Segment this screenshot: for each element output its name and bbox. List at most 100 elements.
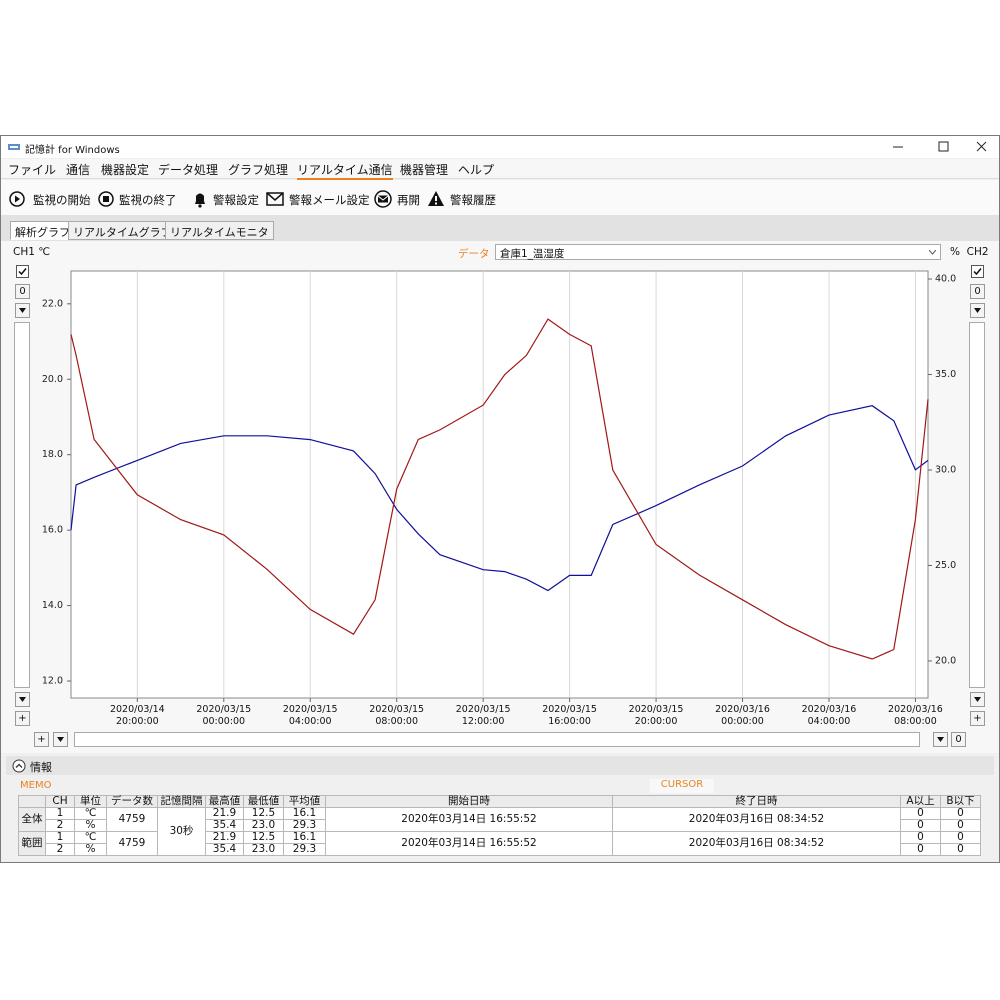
scroll-down-button[interactable] — [15, 692, 30, 707]
group-label: 範囲 — [18, 831, 46, 856]
y2-tick-label: 25.0 — [935, 560, 956, 571]
scroll-down-button[interactable] — [15, 303, 30, 318]
x-tick-label: 2020/03/15 20:00:00 — [628, 704, 684, 727]
horizontal-scrollbar[interactable] — [74, 732, 920, 747]
y-tick-label: 16.0 — [42, 525, 63, 536]
toolbar-button[interactable]: 再開 — [397, 193, 420, 207]
toolbar-icons — [9, 190, 444, 208]
cell: 0 — [900, 807, 941, 820]
data-select[interactable]: 倉庫1_温湿度 — [495, 244, 941, 260]
cell: 1 — [45, 807, 75, 820]
cell: 0 — [940, 807, 981, 820]
x-tick-label: 2020/03/16 08:00:00 — [888, 704, 943, 727]
cell: 23.0 — [243, 843, 284, 856]
ch2-checkbox[interactable] — [971, 265, 984, 278]
ch1-unit: ℃ — [38, 246, 51, 258]
ch2-name: CH2 — [966, 246, 989, 258]
tab[interactable]: リアルタイムグラフ — [68, 221, 177, 240]
menu-item-active[interactable]: リアルタイム通信 — [297, 161, 393, 180]
table-row: 2 % 35.4 23.0 29.3 0 0 — [19, 843, 981, 856]
header-cell: 単位 — [74, 795, 107, 808]
y-tick-label: 20.0 — [42, 374, 63, 385]
y2-tick-label: 20.0 — [935, 655, 956, 666]
header-cell: B以下 — [940, 795, 981, 808]
menu-item[interactable]: グラフ処理 — [228, 163, 289, 177]
title-bar — [1, 136, 999, 158]
data-select-value: 倉庫1_温湿度 — [500, 248, 565, 260]
corner-cell — [18, 795, 46, 808]
cell: 30秒 — [157, 807, 206, 856]
app-icon — [8, 144, 20, 150]
toolbar-button[interactable]: 監視の終了 — [119, 193, 177, 207]
ch2-unit: % — [950, 246, 960, 258]
cell: % — [74, 819, 107, 832]
down-arrow — [19, 308, 26, 313]
cell: 35.4 — [205, 819, 244, 832]
cell: ℃ — [74, 807, 107, 820]
vertical-scrollbar[interactable] — [969, 322, 985, 688]
header-cell: CH — [45, 795, 75, 808]
plus-button[interactable]: + — [15, 711, 30, 726]
scroll-down-button[interactable] — [933, 732, 948, 747]
window-controls[interactable] — [890, 139, 990, 155]
header-cell: 記憶間隔 — [157, 795, 206, 808]
cell: 2020年03月16日 08:34:52 — [612, 831, 901, 856]
scroll-down-button[interactable] — [970, 303, 985, 318]
toolbar-button[interactable]: 警報設定 — [213, 193, 259, 207]
menu-item[interactable]: データ処理 — [158, 163, 219, 177]
toolbar-button[interactable]: 警報履歴 — [450, 193, 496, 207]
vertical-scrollbar[interactable] — [14, 322, 30, 688]
menu-item[interactable]: 通信 — [66, 163, 91, 177]
x-tick-label: 2020/03/15 00:00:00 — [196, 704, 252, 727]
data-label: データ — [458, 248, 490, 260]
tab[interactable]: リアルタイムモニタ — [165, 221, 274, 240]
check-mark — [973, 268, 982, 276]
y-tick-label: 12.0 — [42, 676, 63, 687]
menu-item[interactable]: 機器設定 — [101, 163, 150, 177]
toolbar-button[interactable]: 監視の開始 — [33, 193, 91, 207]
cell: % — [74, 843, 107, 856]
menu-item[interactable]: ヘルプ — [458, 163, 495, 177]
plot-area — [70, 270, 929, 699]
chart: 12.0 14.0 16.0 18.0 20.0 22.0 20.0 25.0 30.0 35.0… — [42, 270, 956, 702]
scroll-down-button[interactable] — [53, 732, 68, 747]
cell: ℃ — [74, 831, 107, 844]
x-tick-label: 2020/03/15 16:00:00 — [542, 704, 597, 727]
cell: 23.0 — [243, 819, 284, 832]
cell: 4759 — [106, 831, 158, 856]
zero-button[interactable]: 0 — [951, 732, 966, 747]
summary-table: CH 単位 データ数 記憶間隔 最高値 最低値 平均値 開始日時 終了日時 A以… — [18, 795, 981, 856]
y-tick-label: 18.0 — [42, 449, 63, 460]
info-header[interactable] — [6, 756, 994, 775]
cell: 0 — [900, 819, 941, 832]
cell: 21.9 — [205, 831, 244, 844]
cell: 2020年03月16日 08:34:52 — [612, 807, 901, 832]
collapse-icon[interactable] — [12, 759, 26, 773]
y-tick-label: 14.0 — [42, 600, 63, 611]
toolbar-button[interactable]: 警報メール設定 — [289, 193, 370, 207]
header-cell: データ数 — [106, 795, 158, 808]
plus-button[interactable]: + — [34, 732, 49, 747]
down-arrow — [974, 697, 981, 702]
menu-bar: ファイル 通信 機器設定 データ処理 グラフ処理 リアルタイム通信 機器管理 ヘ… — [1, 159, 999, 180]
check-mark — [18, 268, 27, 276]
menu-item[interactable]: ファイル — [8, 163, 57, 177]
tab-active[interactable]: 解析グラフ — [10, 221, 75, 240]
cell: 16.1 — [283, 807, 326, 820]
y2-tick-label: 30.0 — [935, 464, 956, 475]
x-tick-label: 2020/03/15 12:00:00 — [455, 704, 511, 727]
scroll-down-button[interactable] — [970, 692, 985, 707]
zero-button[interactable]: 0 — [970, 284, 985, 299]
header-cell: 開始日時 — [325, 795, 613, 808]
ch1-name: CH1 — [13, 246, 35, 258]
cell: 12.5 — [243, 831, 284, 844]
menu-item[interactable]: 機器管理 — [400, 163, 449, 177]
zero-button[interactable]: 0 — [15, 284, 30, 299]
y2-tick-label: 40.0 — [935, 274, 956, 285]
header-row: CH 単位 データ数 記憶間隔 最高値 最低値 平均値 開始日時 終了日時 A以… — [18, 795, 981, 808]
ch1-checkbox[interactable] — [16, 265, 29, 278]
ch2-label: % CH2 — [950, 246, 989, 258]
plus-button[interactable]: + — [970, 711, 985, 726]
down-arrow — [57, 737, 64, 742]
